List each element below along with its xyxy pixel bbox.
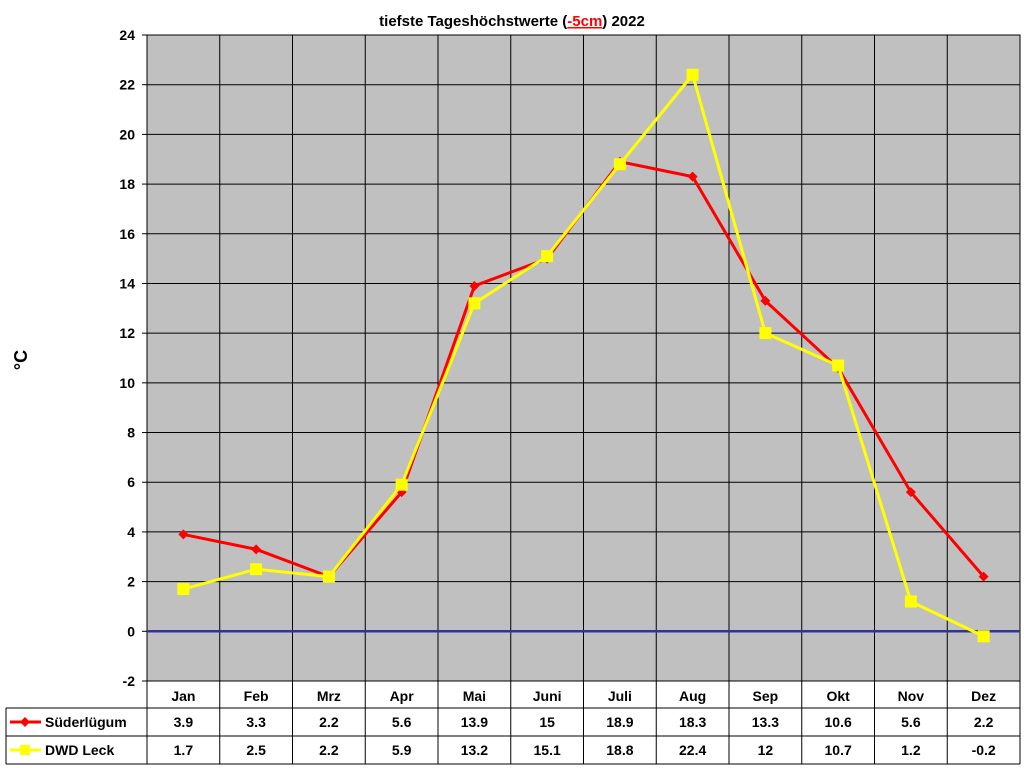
plot-area: [146, 34, 1021, 682]
y-tick-label: -2: [123, 673, 136, 689]
data-label: 18.9: [606, 714, 633, 730]
legend-marker: [20, 717, 30, 727]
y-tick-label: 10: [119, 375, 135, 391]
data-point: [395, 478, 408, 491]
chart-title-suffix: ) 2022: [602, 13, 645, 30]
data-point: [469, 280, 480, 291]
x-tick-label: Mai: [463, 688, 486, 704]
y-axis-label: °C: [11, 350, 31, 370]
y-tick-label: 2: [127, 574, 135, 590]
data-point: [978, 571, 989, 582]
data-point: [541, 250, 554, 263]
data-point: [760, 295, 771, 306]
data-label: 3.3: [246, 714, 266, 730]
y-tick-label: 8: [127, 425, 135, 441]
y-tick-label: 6: [127, 474, 135, 490]
y-tick-label: 24: [119, 27, 135, 43]
data-point: [832, 359, 845, 372]
legend-label: DWD Leck: [45, 742, 114, 758]
data-label: 15.1: [534, 742, 561, 758]
data-point: [251, 544, 262, 555]
data-label: 13.9: [461, 714, 488, 730]
chart-title-prefix: tiefste Tageshöchstwerte (: [379, 13, 567, 30]
data-label: 10.7: [825, 742, 852, 758]
data-point: [686, 68, 699, 81]
x-tick-label: Dez: [971, 688, 996, 704]
chart-title: tiefste Tageshöchstwerte (-5cm) 2022: [379, 13, 645, 30]
data-point: [759, 327, 772, 340]
data-label: 12: [758, 742, 774, 758]
chart-title-highlight: -5cm: [567, 13, 602, 30]
data-label: 2.5: [246, 742, 266, 758]
x-tick-label: Juli: [608, 688, 632, 704]
data-label: 5.6: [392, 714, 412, 730]
data-point: [977, 630, 990, 643]
data-label: 3.9: [174, 714, 194, 730]
data-label: 5.9: [392, 742, 412, 758]
data-label: 2.2: [319, 714, 339, 730]
y-tick-label: 18: [119, 176, 135, 192]
data-label: 13.3: [752, 714, 779, 730]
data-label: 1.2: [901, 742, 921, 758]
x-tick-label: Okt: [826, 688, 850, 704]
data-point: [687, 171, 698, 182]
data-label: 18.3: [679, 714, 706, 730]
data-point: [178, 529, 189, 540]
y-tick-label: 4: [127, 524, 135, 540]
data-label: 2.2: [319, 742, 339, 758]
y-tick-label: 22: [119, 77, 135, 93]
y-tick-label: 16: [119, 226, 135, 242]
data-label: 13.2: [461, 742, 488, 758]
data-label: 22.4: [679, 742, 706, 758]
data-label: 5.6: [901, 714, 921, 730]
data-label: 15: [539, 714, 555, 730]
legend-entry: DWD Leck: [10, 742, 114, 758]
data-point: [904, 595, 917, 608]
data-label: 1.7: [174, 742, 194, 758]
data-label: 10.6: [825, 714, 852, 730]
y-tick-label: 14: [119, 275, 135, 291]
x-tick-label: Nov: [898, 688, 925, 704]
data-point: [905, 487, 916, 498]
x-tick-label: Sep: [753, 688, 779, 704]
data-point: [468, 297, 481, 310]
legend-entry: Süderlügum: [10, 714, 127, 730]
series-layer: [177, 68, 990, 643]
legend-marker: [20, 745, 30, 755]
series-line: [182, 73, 985, 638]
y-tick-label: 12: [119, 325, 135, 341]
data-label: 18.8: [606, 742, 633, 758]
series-2: [177, 68, 990, 643]
x-tick-label: Mrz: [317, 688, 341, 704]
data-point: [250, 563, 263, 576]
x-tick-label: Aug: [679, 688, 706, 704]
data-point: [322, 570, 335, 583]
y-tick-label: 0: [127, 623, 135, 639]
data-table: Jan Feb Mrz Apr Mai Juni Juli Aug Sep Okt Nov Dez Sü…: [5, 681, 1021, 765]
y-tick-label: 20: [119, 126, 135, 142]
data-label: 2.2: [974, 714, 994, 730]
x-tick-label: Juni: [533, 688, 562, 704]
data-point: [613, 158, 626, 171]
legend-label: Süderlügum: [45, 714, 127, 730]
data-point: [177, 583, 190, 596]
x-tick-label: Apr: [390, 688, 415, 704]
data-label: -0.2: [972, 742, 996, 758]
x-tick-label: Feb: [244, 688, 269, 704]
x-tick-label: Jan: [171, 688, 195, 704]
